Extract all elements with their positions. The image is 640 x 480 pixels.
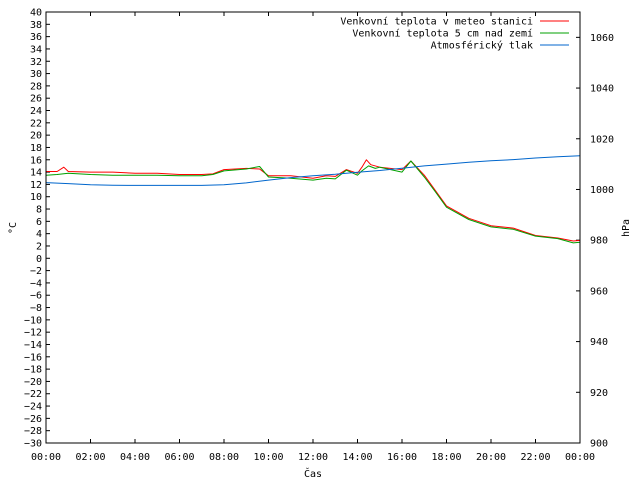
- y-axis-label-right: hPa: [621, 219, 632, 237]
- left-tick-label: 38: [30, 20, 42, 31]
- left-tick-label: −8: [30, 303, 42, 314]
- x-tick-label: 06:00: [164, 452, 194, 463]
- x-axis-label: Čas: [304, 467, 322, 480]
- left-tick-label: 6: [36, 217, 42, 228]
- right-axis-ticks: 900 920 940 960 980 1000 1020 1040 1060: [576, 33, 614, 450]
- right-tick-label: 920: [590, 388, 608, 399]
- left-tick-label: 12: [30, 180, 42, 191]
- left-tick-label: −2: [30, 266, 42, 277]
- left-tick-label: 34: [30, 44, 42, 55]
- left-tick-label: 4: [36, 229, 42, 240]
- legend-label-1: Venkovní teplota v meteo stanici: [340, 16, 533, 28]
- left-tick-label: −18: [24, 365, 42, 376]
- legend-label-2: Venkovní teplota 5 cm nad zemí: [352, 28, 533, 40]
- left-tick-label: 18: [30, 143, 42, 154]
- x-tick-label: 14:00: [342, 452, 372, 463]
- left-tick-label: 0: [36, 254, 42, 265]
- series-layer: [45, 155, 581, 244]
- legend: Venkovní teplota v meteo staniciVenkovní…: [340, 16, 569, 52]
- left-tick-label: −4: [30, 278, 42, 289]
- right-tick-label: 960: [590, 286, 608, 297]
- right-tick-label: 980: [590, 236, 608, 247]
- right-tick-label: 1000: [590, 185, 614, 196]
- x-tick-label: 22:00: [520, 452, 550, 463]
- right-tick-label: 940: [590, 337, 608, 348]
- left-tick-label: 22: [30, 118, 42, 129]
- left-tick-label: 20: [30, 131, 42, 142]
- left-tick-label: 14: [30, 168, 42, 179]
- left-tick-label: 10: [30, 192, 42, 203]
- x-tick-label: 04:00: [120, 452, 150, 463]
- x-tick-label: 10:00: [253, 452, 283, 463]
- left-tick-label: 28: [30, 81, 42, 92]
- series-line-1: [46, 159, 581, 242]
- x-tick-label: 08:00: [209, 452, 239, 463]
- x-tick-label: 12:00: [298, 452, 328, 463]
- left-tick-label: 24: [30, 106, 42, 117]
- left-tick-label: 2: [36, 241, 42, 252]
- x-axis-ticks: 00:00 02:00 04:00 06:00 08:00 10:00 12:00 14:00…: [31, 12, 595, 463]
- right-tick-label: 900: [590, 439, 608, 450]
- left-tick-label: −6: [30, 291, 42, 302]
- left-tick-label: 16: [30, 155, 42, 166]
- x-tick-label: 18:00: [431, 452, 461, 463]
- left-tick-label: 32: [30, 57, 42, 68]
- right-tick-label: 1060: [590, 33, 614, 44]
- left-tick-label: −12: [24, 328, 42, 339]
- left-tick-label: −10: [24, 315, 42, 326]
- right-tick-label: 1020: [590, 134, 614, 145]
- x-tick-label: 00:00: [565, 452, 595, 463]
- series-line-2: [45, 160, 581, 244]
- left-tick-label: −14: [24, 340, 42, 351]
- legend-label-3: Atmosférický tlak: [431, 40, 533, 52]
- left-tick-label: 8: [36, 205, 42, 216]
- left-axis-ticks: −30−28−26−24−22−20−18−16−14−12−10−8−6−4−…: [24, 8, 50, 450]
- left-tick-label: −28: [24, 426, 42, 437]
- x-tick-label: 16:00: [387, 452, 417, 463]
- left-tick-label: 26: [30, 94, 42, 105]
- x-tick-label: 00:00: [31, 452, 61, 463]
- left-tick-label: −30: [24, 439, 42, 450]
- x-tick-label: 02:00: [75, 452, 105, 463]
- left-tick-label: −20: [24, 377, 42, 388]
- left-tick-label: −26: [24, 414, 42, 425]
- left-tick-label: −16: [24, 352, 42, 363]
- left-tick-label: −22: [24, 389, 42, 400]
- x-tick-label: 20:00: [476, 452, 506, 463]
- left-tick-label: −24: [24, 402, 42, 413]
- left-tick-label: 36: [30, 32, 42, 43]
- y-axis-label-left: °C: [8, 222, 19, 234]
- left-tick-label: 30: [30, 69, 42, 80]
- plot-border: [45, 11, 581, 444]
- series-line-3: [45, 155, 581, 186]
- right-tick-label: 1040: [590, 84, 614, 95]
- left-tick-label: 40: [30, 8, 42, 19]
